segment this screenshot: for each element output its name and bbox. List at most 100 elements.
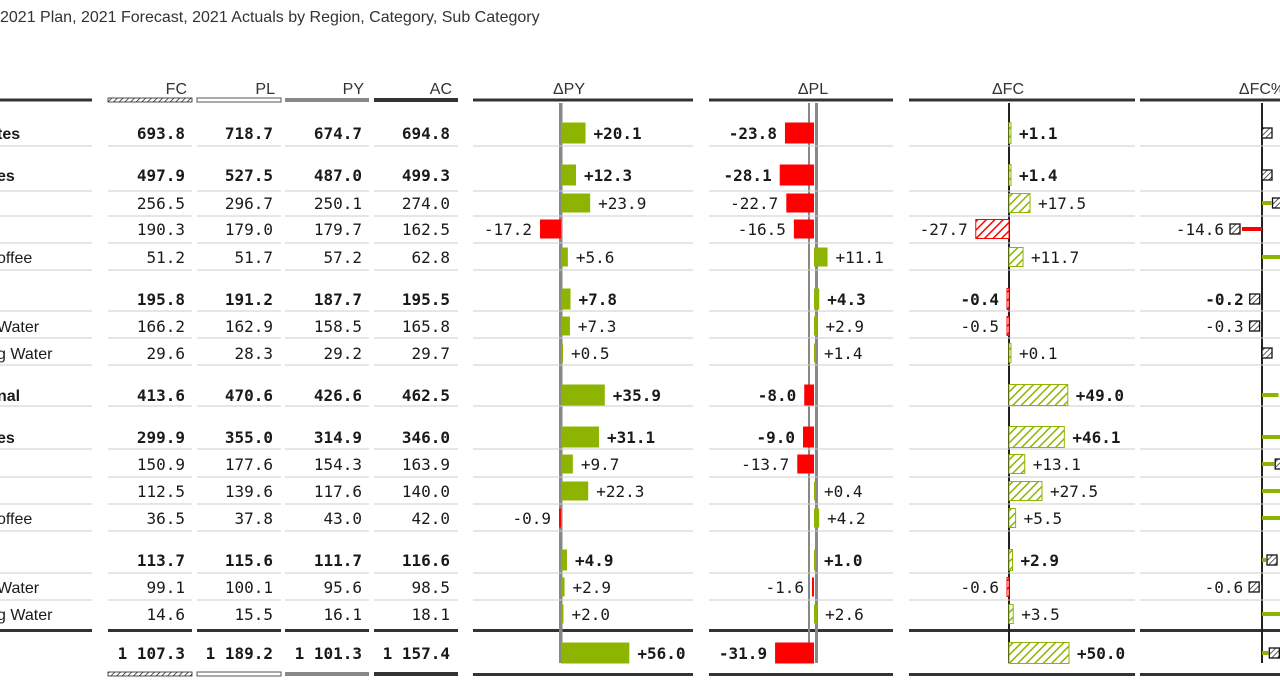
column-header-line-ac [374,98,458,102]
cell-py: 43.0 [323,509,362,528]
cell-py: 154.3 [314,455,362,474]
delta-pl-label: -16.5 [738,220,786,239]
delta-fc-bar [1008,481,1043,501]
delta-fc-bar [1008,508,1017,528]
cell-fc: 150.9 [137,455,185,474]
delta-fc-bar [1008,247,1024,267]
cell-ac: 163.9 [402,455,450,474]
delta-pl-label: +11.1 [836,248,884,267]
delta-fc-bar [1008,193,1031,213]
delta-fc-pct-label: -0.3 [1205,317,1244,336]
delta-fc-pct-pin [1261,585,1262,589]
cell-ac: 29.7 [411,344,450,363]
delta-pl-label: -8.0 [758,386,797,405]
cell-ac: 62.8 [411,248,450,267]
delta-fc-total-line [909,629,1135,632]
delta-fc-pct-label: -14.6 [1176,220,1224,239]
delta-py-label: +7.8 [579,290,618,309]
delta-pl-bar [814,508,820,528]
row-label: es [0,430,15,447]
delta-py-bar [561,426,599,448]
delta-pl-bar [812,577,814,597]
cell-ac: 140.0 [402,482,450,501]
delta-fc-pct-label: -0.6 [1205,578,1244,597]
delta-pl-label: +1.4 [824,344,863,363]
delta-fc-label: +2.9 [1020,551,1059,570]
delta-fc-pct-total-line [1140,629,1280,632]
delta-fc-label: -0.6 [960,578,999,597]
delta-py-bar [561,384,605,406]
cell-ac: 274.0 [402,194,450,213]
delta-fc-bar [1006,577,1010,597]
cell-py: 29.2 [323,344,362,363]
delta-py-label: +31.1 [607,428,655,447]
cell-py: 487.0 [314,166,362,185]
delta-fc-bar [1008,454,1026,474]
cell-pl: 139.6 [225,482,273,501]
delta-fc-pct-pin-head [1248,581,1260,593]
delta-fc-bar [1008,164,1012,186]
cell-fc: 299.9 [137,428,185,447]
delta-fc-bar [1008,384,1069,406]
cell-fc: 112.5 [137,482,185,501]
cell-ac: 1 157.4 [383,644,450,663]
cell-fc: 190.3 [137,220,185,239]
delta-fc-pct-pin [1262,489,1280,493]
delta-fc-label: +27.5 [1050,482,1098,501]
delta-py-bar [561,288,571,310]
delta-py-footer-line [473,673,693,676]
delta-fc-axis [1008,103,1010,663]
delta-fc-label: +11.7 [1031,248,1079,267]
delta-fc-footer-line [909,673,1135,676]
column-footer-line-ac [374,672,458,676]
delta-py-header-line [473,98,693,102]
delta-fc-label: -0.4 [960,290,999,309]
chart-subtitle: 2021 Plan, 2021 Forecast, 2021 Actuals b… [0,9,540,26]
delta-pl-header: ΔPL [798,81,828,98]
delta-py-label: +7.3 [578,317,617,336]
cell-py: 95.6 [323,578,362,597]
delta-pl-label: +4.3 [827,290,866,309]
delta-py-bar [561,343,563,363]
column-footer-line-pl [196,671,282,677]
delta-py-bar [561,122,586,144]
delta-fc-label: -0.5 [960,317,999,336]
delta-pl-label: +2.9 [826,317,865,336]
cell-pl: 15.5 [234,605,273,624]
cell-pl: 470.6 [225,386,273,405]
cell-py: 117.6 [314,482,362,501]
cell-ac: 98.5 [411,578,450,597]
delta-pl-label: -9.0 [756,428,795,447]
delta-fc-label: +50.0 [1077,644,1125,663]
cell-py: 250.1 [314,194,362,213]
total-separator-pl [197,629,281,632]
cell-pl: 191.2 [225,290,273,309]
delta-fc-label: +1.1 [1019,124,1058,143]
cell-pl: 115.6 [225,551,273,570]
cell-fc: 14.6 [146,605,185,624]
delta-fc-pct-pin-head [1248,320,1261,332]
delta-fc-pct-pin-head [1268,647,1280,659]
cell-py: 16.1 [323,605,362,624]
delta-fc-label: +46.1 [1072,428,1120,447]
cell-ac: 694.8 [402,124,450,143]
delta-pl-bar [803,426,814,448]
column-header-line-fc [107,97,193,103]
cell-pl: 296.7 [225,194,273,213]
cell-ac: 346.0 [402,428,450,447]
cell-pl: 162.9 [225,317,273,336]
total-separator-fc [108,629,192,632]
delta-py-bar [561,481,589,501]
delta-pl-label: -31.9 [719,644,767,663]
delta-py-bar [561,577,565,597]
delta-fc-pct-footer-line [1140,673,1280,676]
row-label: es [0,168,15,185]
total-separator-py [285,629,369,632]
cell-fc: 497.9 [137,166,185,185]
delta-py-bar [561,247,568,267]
delta-pl-header-line [709,98,893,102]
delta-py-label: +23.9 [598,194,646,213]
delta-pl-bar [814,549,816,571]
delta-pl-bar [793,219,814,239]
row-label: Water [0,580,40,597]
